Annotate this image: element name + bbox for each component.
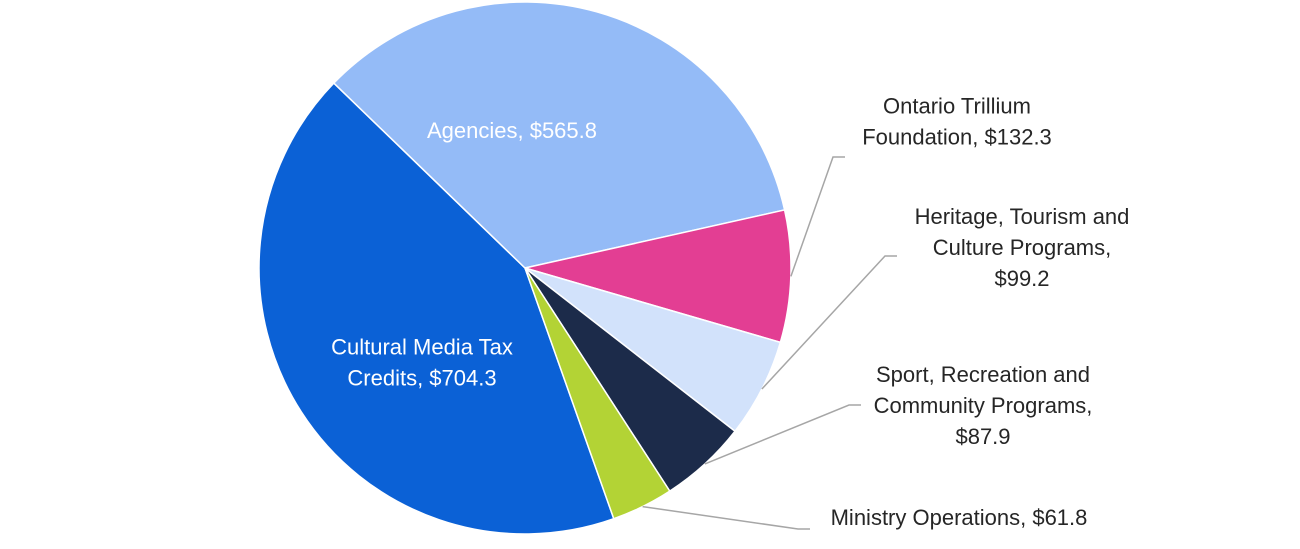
data-label-ontario-trillium-foundation: Ontario Trillium Foundation, $132.3 bbox=[862, 93, 1052, 149]
data-label-line: Cultural Media Tax bbox=[331, 334, 513, 359]
data-label-line: Ontario Trillium bbox=[883, 93, 1031, 118]
leader-line-ontario-trillium-foundation bbox=[790, 156, 845, 277]
data-label-line: Credits, $704.3 bbox=[347, 365, 496, 390]
data-label-line: Agencies, $565.8 bbox=[427, 118, 597, 143]
pie-slice-agencies bbox=[332, 1, 786, 269]
leader-lines bbox=[642, 156, 897, 530]
data-label-line: Community Programs, bbox=[874, 393, 1093, 418]
data-label-line: Ministry Operations, $61.8 bbox=[831, 505, 1088, 530]
data-label-line: Heritage, Tourism and bbox=[915, 204, 1130, 229]
data-label-agencies: Agencies, $565.8 bbox=[427, 118, 597, 143]
data-label-sport-recreation-and-community-programs: Sport, Recreation and Community Programs,… bbox=[874, 362, 1093, 449]
data-label-ministry-operations: Ministry Operations, $61.8 bbox=[831, 505, 1088, 530]
data-label-line: $99.2 bbox=[994, 266, 1049, 291]
data-label-line: $87.9 bbox=[955, 424, 1010, 449]
data-label-line: Sport, Recreation and bbox=[876, 362, 1090, 387]
data-labels: Cultural Media Tax Credits, $704.3 Agencie… bbox=[331, 93, 1129, 530]
data-label-line: Culture Programs, bbox=[933, 235, 1112, 260]
pie-slice-ministry-operations bbox=[524, 267, 671, 520]
data-label-cultural-media-tax-credits: Cultural Media Tax Credits, $704.3 bbox=[331, 334, 513, 390]
pie-slice-cultural-media-tax-credits bbox=[258, 82, 615, 535]
pie-slices bbox=[258, 1, 792, 535]
data-label-line: Foundation, $132.3 bbox=[862, 124, 1052, 149]
data-label-heritage-tourism-and-culture-programs: Heritage, Tourism and Culture Programs, $9… bbox=[915, 204, 1130, 291]
leader-line-sport-recreation-and-community-programs bbox=[704, 404, 861, 465]
pie-slice-ontario-trillium-foundation bbox=[524, 209, 792, 344]
leader-line-heritage-tourism-and-culture-programs bbox=[761, 255, 897, 390]
leader-line-ministry-operations bbox=[642, 505, 810, 530]
